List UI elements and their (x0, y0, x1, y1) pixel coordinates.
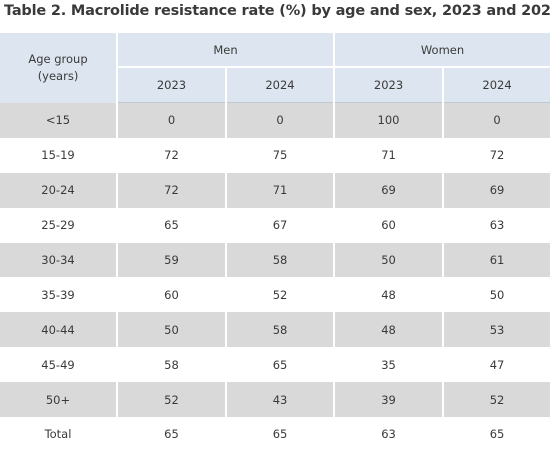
rate-cell-men-2023: 65 (117, 207, 227, 243)
rate-cell-men-2024: 67 (226, 207, 336, 243)
rate-cell-women-2023: 48 (334, 312, 445, 348)
age-group-header: Age group (years) (0, 33, 118, 103)
rate-cell-men-2023: 72 (117, 172, 227, 208)
table-row: Total 65 65 63 65 (0, 417, 550, 452)
rate-cell-women-2023: 50 (334, 242, 445, 278)
age-group-cell: 35-39 (0, 277, 118, 313)
rate-cell-men-2023: 60 (117, 277, 227, 313)
table-row: 45-49 58 65 35 47 (0, 347, 550, 383)
men-header: Men (117, 33, 336, 68)
age-group-cell: 15-19 (0, 137, 118, 173)
age-group-cell: 40-44 (0, 312, 118, 348)
rate-cell-men-2023: 65 (117, 417, 227, 452)
rate-cell-women-2024: 65 (443, 417, 550, 452)
rate-cell-men-2024: 65 (226, 347, 336, 383)
rate-cell-women-2024: 72 (443, 137, 550, 173)
rate-cell-women-2023: 63 (334, 417, 445, 452)
rate-cell-women-2024: 0 (443, 102, 550, 138)
age-group-cell: 25-29 (0, 207, 118, 243)
table-row: <15 0 0 100 0 (0, 102, 550, 138)
age-group-unit: (years) (37, 68, 79, 83)
rate-cell-women-2023: 35 (334, 347, 445, 383)
rate-cell-men-2024: 0 (226, 102, 336, 138)
rate-cell-women-2023: 100 (334, 102, 445, 138)
age-group-cell: 30-34 (0, 242, 118, 278)
table-title: Table 2. Macrolide resistance rate (%) b… (4, 3, 550, 19)
table-row: 50+ 52 43 39 52 (0, 382, 550, 418)
age-group-label: Age group (28, 51, 88, 66)
year-header-women-2024: 2024 (443, 67, 550, 103)
table-body: <15 0 0 100 0 15-19 72 75 71 72 20-24 72 71 69 69 25-29… (0, 102, 550, 452)
rate-cell-women-2023: 60 (334, 207, 445, 243)
age-group-cell: 45-49 (0, 347, 118, 383)
rate-cell-men-2023: 72 (117, 137, 227, 173)
table-row: 20-24 72 71 69 69 (0, 172, 550, 208)
age-group-cell: 20-24 (0, 172, 118, 208)
rate-cell-women-2024: 47 (443, 347, 550, 383)
rate-cell-men-2024: 75 (226, 137, 336, 173)
rate-cell-women-2024: 69 (443, 172, 550, 208)
rate-cell-men-2023: 0 (117, 102, 227, 138)
rate-cell-men-2023: 50 (117, 312, 227, 348)
age-group-cell: 50+ (0, 382, 118, 418)
rate-cell-women-2024: 52 (443, 382, 550, 418)
age-group-cell: Total (0, 417, 118, 452)
year-header-men-2023: 2023 (117, 67, 227, 103)
rate-cell-women-2024: 63 (443, 207, 550, 243)
rate-cell-men-2024: 43 (226, 382, 336, 418)
rate-cell-women-2023: 48 (334, 277, 445, 313)
table-row: 40-44 50 58 48 53 (0, 312, 550, 348)
rate-cell-men-2023: 58 (117, 347, 227, 383)
rate-cell-women-2023: 71 (334, 137, 445, 173)
rate-cell-men-2024: 71 (226, 172, 336, 208)
age-group-cell: <15 (0, 102, 118, 138)
women-header: Women (334, 33, 550, 68)
rate-cell-women-2024: 61 (443, 242, 550, 278)
rate-cell-men-2023: 52 (117, 382, 227, 418)
year-header-men-2024: 2024 (226, 67, 336, 103)
table-row: 35-39 60 52 48 50 (0, 277, 550, 313)
year-header-women-2023: 2023 (334, 67, 445, 103)
rate-cell-women-2023: 69 (334, 172, 445, 208)
rate-cell-women-2024: 50 (443, 277, 550, 313)
rate-cell-men-2024: 58 (226, 312, 336, 348)
rate-cell-men-2024: 58 (226, 242, 336, 278)
resistance-table: Age group (years) Men Women 2023 2024 20… (0, 33, 550, 452)
table-header: Age group (years) Men Women 2023 2024 20… (0, 33, 550, 103)
rate-cell-men-2024: 52 (226, 277, 336, 313)
rate-cell-men-2024: 65 (226, 417, 336, 452)
rate-cell-women-2023: 39 (334, 382, 445, 418)
rate-cell-men-2023: 59 (117, 242, 227, 278)
table-row: 25-29 65 67 60 63 (0, 207, 550, 243)
table-row: 30-34 59 58 50 61 (0, 242, 550, 278)
rate-cell-women-2024: 53 (443, 312, 550, 348)
table-row: 15-19 72 75 71 72 (0, 137, 550, 173)
